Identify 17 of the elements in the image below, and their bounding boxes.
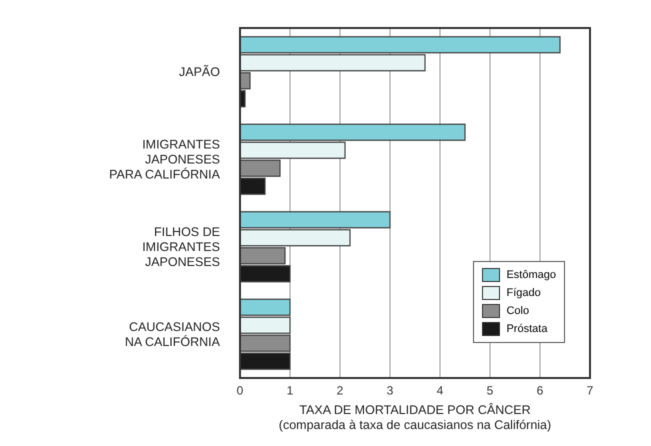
x-tick-label: 2 [336,384,344,398]
legend-label: Próstata [506,323,548,335]
legend-label: Estômago [506,269,556,281]
x-tick-label: 5 [486,384,494,398]
y-tick-label: CAUCASIANOS NA CALIFÓRNIA [124,320,221,349]
x-tick-label: 4 [436,384,444,398]
legend-label: Colo [506,305,530,317]
x-tick-label: 1 [286,384,294,398]
y-tick-label: FILHOS DE IMIGRANTES JAPONESES [142,224,220,269]
y-tick-label: JAPÃO [179,64,220,79]
x-tick-label: 7 [586,384,594,398]
y-tick-label: IMIGRANTES JAPONESES PARA CALIFÓRNIA [109,137,221,182]
legend-label: Fígado [506,287,541,299]
x-tick-label: 0 [236,384,244,398]
x-tick-label: 6 [536,384,544,398]
x-tick-label: 3 [386,384,394,398]
x-axis-title: TAXA DE MORTALIDADE POR CÂNCER (comparada à taxa de caucasianos na Califórnia) [278,403,552,432]
